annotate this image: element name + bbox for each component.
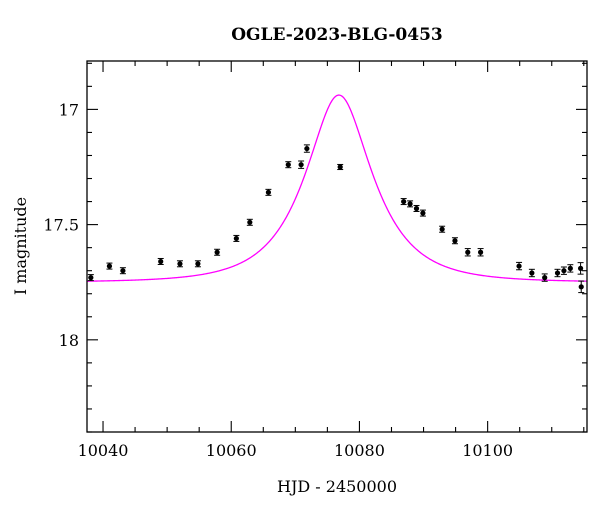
data-point xyxy=(400,198,407,206)
y-tick-label: 17.5 xyxy=(43,216,79,235)
axis-ticks xyxy=(87,61,587,433)
data-point xyxy=(516,261,523,271)
y-axis-label: I magnitude xyxy=(11,197,30,295)
data-point xyxy=(303,144,310,153)
data-point xyxy=(119,267,126,275)
data-point xyxy=(87,274,94,282)
model-curve xyxy=(87,94,587,282)
x-tick-label: 10060 xyxy=(206,441,257,460)
plot-frame xyxy=(86,60,588,433)
data-point xyxy=(157,257,164,265)
data-point xyxy=(413,204,420,212)
data-point xyxy=(419,209,426,217)
y-tick-label: 17 xyxy=(59,100,79,119)
x-axis-label: HJD - 2450000 xyxy=(277,477,397,496)
data-point xyxy=(554,268,561,278)
plot-area xyxy=(87,94,587,294)
data-point xyxy=(233,234,240,242)
x-tick-label: 10040 xyxy=(78,441,129,460)
data-point xyxy=(246,218,253,226)
data-point xyxy=(577,262,584,275)
data-point xyxy=(439,225,446,233)
data-point xyxy=(464,248,471,257)
data-point xyxy=(477,248,484,257)
data-point xyxy=(567,264,574,273)
data-point xyxy=(214,248,221,256)
x-tick-label: 10100 xyxy=(462,441,513,460)
data-point xyxy=(560,266,567,275)
chart-title: OGLE-2023-BLG-0453 xyxy=(231,25,443,45)
data-point xyxy=(265,188,272,196)
data-point xyxy=(578,280,585,294)
axis-tick-labels: 10040 10060 10080 10100 17 17.5 18 xyxy=(43,100,513,460)
y-tick-label: 18 xyxy=(59,331,79,350)
data-point xyxy=(451,237,458,245)
data-point xyxy=(106,262,113,270)
x-tick-label: 10080 xyxy=(334,441,385,460)
data-point xyxy=(298,160,305,169)
data-point xyxy=(407,200,414,208)
data-point xyxy=(528,268,535,278)
data-point xyxy=(176,260,183,268)
data-point xyxy=(194,260,201,268)
data-point xyxy=(541,273,548,282)
data-point xyxy=(337,163,344,171)
data-point xyxy=(285,161,292,169)
